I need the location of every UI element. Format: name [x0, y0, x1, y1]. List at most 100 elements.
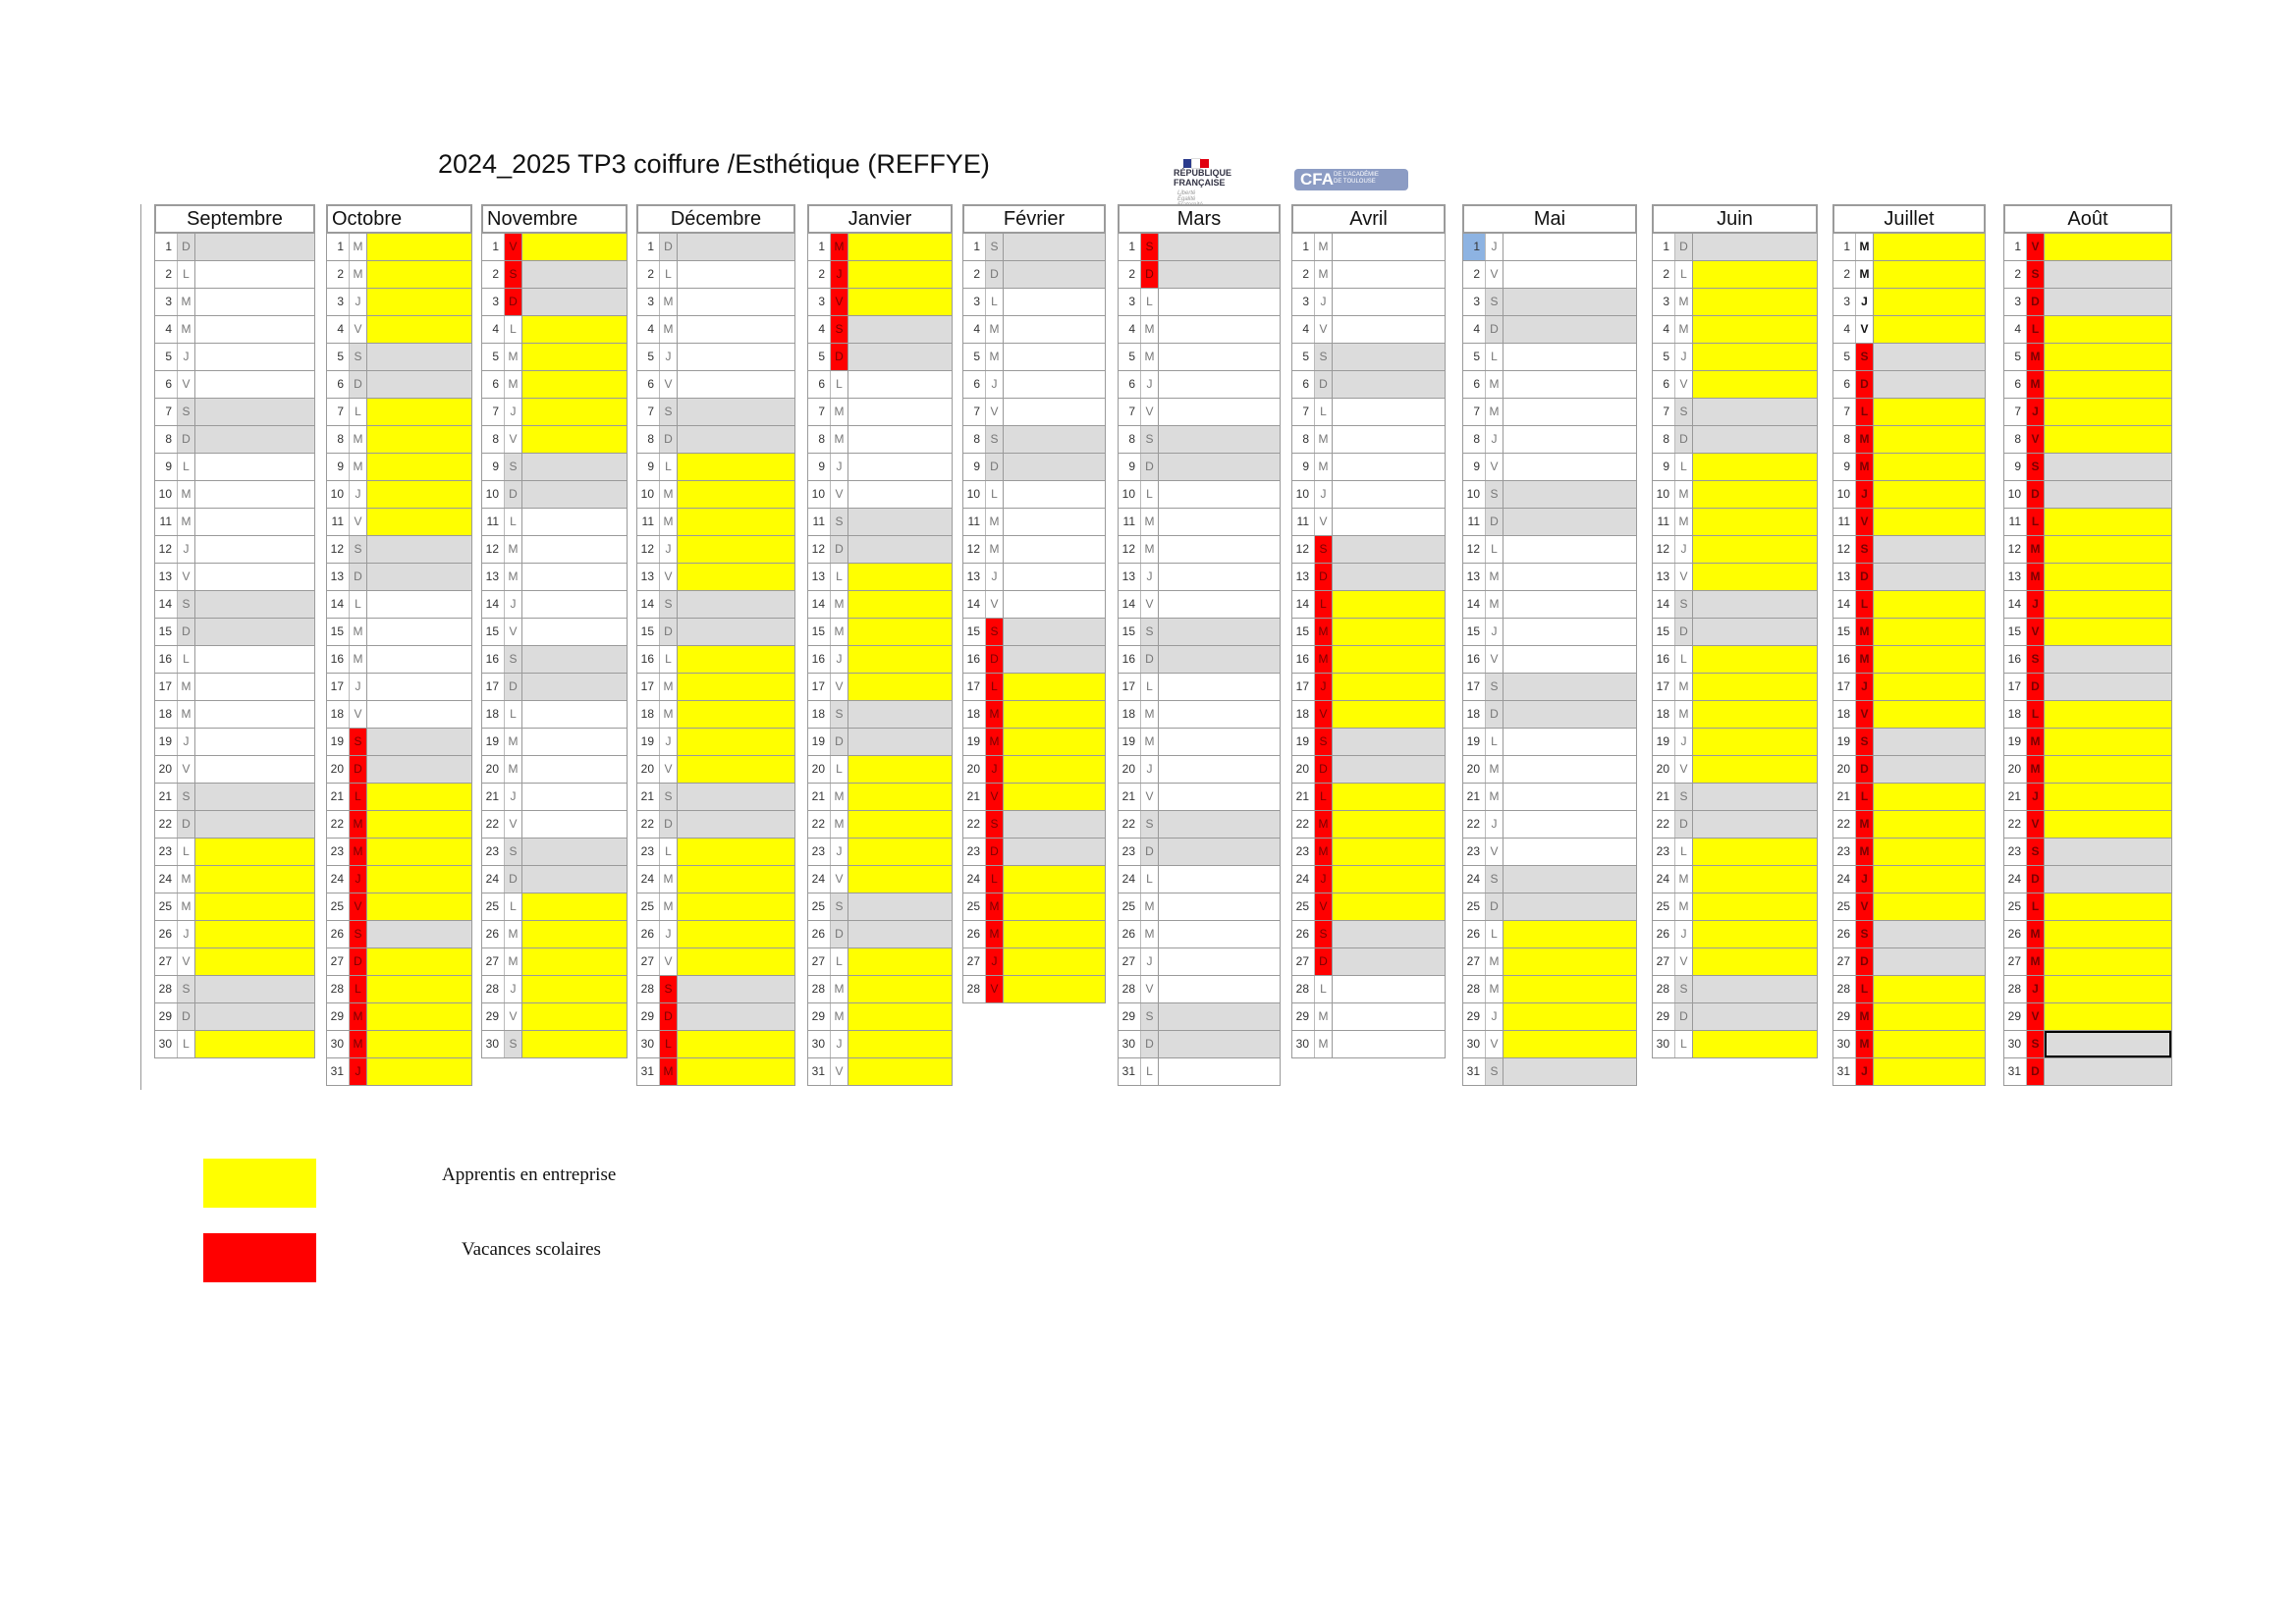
day-row: 21 S — [154, 784, 315, 811]
day-row: 20 V — [1652, 756, 1818, 784]
day-cell — [1333, 316, 1445, 343]
day-number: 20 — [327, 756, 350, 783]
month-header: Novembre — [481, 204, 628, 234]
weekday-letter: M — [831, 619, 848, 645]
weekend-cell — [522, 839, 627, 865]
day-number: 29 — [155, 1003, 178, 1030]
weekday-letter: D — [178, 1003, 195, 1030]
day-number: 2 — [1463, 261, 1486, 288]
weekday-letter: M — [1675, 674, 1693, 700]
weekday-letter: M — [505, 536, 522, 563]
day-number: 13 — [482, 564, 505, 590]
month-janvier: Janvier 1 M 2 J 3 V 4 S 5 D 6 L 7 M 8 M 9 J 10 V 11 S 12 D 13 L 14 M… — [807, 204, 953, 1086]
day-row: 22 M — [1291, 811, 1446, 839]
day-row: 22 M — [1832, 811, 1986, 839]
weekday-letter: V — [505, 426, 522, 453]
day-row: 20 D — [326, 756, 472, 784]
weekday-letter: L — [178, 646, 195, 673]
day-number: 16 — [1292, 646, 1315, 673]
day-cell — [1004, 509, 1105, 535]
weekday-letter: J — [660, 536, 678, 563]
day-row: 15 M — [1832, 619, 1986, 646]
day-cell — [1159, 289, 1280, 315]
weekday-letter: S — [1141, 811, 1159, 838]
apprentis-cell — [2045, 234, 2171, 260]
day-number: 23 — [1833, 839, 1856, 865]
day-cell — [1503, 261, 1636, 288]
apprentis-cell — [367, 426, 471, 453]
french-flag-icon — [1183, 155, 1209, 169]
day-number: 26 — [963, 921, 986, 947]
apprentis-cell — [1693, 536, 1817, 563]
day-row: 16 L — [636, 646, 795, 674]
apprentis-cell — [1874, 234, 1985, 260]
day-row: 29 D — [154, 1003, 315, 1031]
day-row: 23 S — [2003, 839, 2172, 866]
day-number: 4 — [155, 316, 178, 343]
day-cell — [1159, 344, 1280, 370]
apprentis-cell — [1874, 839, 1985, 865]
weekday-letter: M — [2027, 756, 2045, 783]
day-cell — [522, 811, 627, 838]
day-number: 9 — [2004, 454, 2027, 480]
day-number: 14 — [327, 591, 350, 618]
month-octobre: Octobre 1 M 2 M 3 J 4 V 5 S 6 D 7 L 8 M 9 M 10 J 11 V 12 S 13 D 14 L… — [326, 204, 472, 1086]
day-cell — [1159, 948, 1280, 975]
day-number: 25 — [1463, 893, 1486, 920]
day-number: 15 — [482, 619, 505, 645]
day-number: 6 — [1653, 371, 1675, 398]
day-row: 17 D — [2003, 674, 2172, 701]
apprentis-cell — [522, 1003, 627, 1030]
weekday-letter: J — [1486, 811, 1503, 838]
weekday-letter: V — [660, 948, 678, 975]
day-row: 11 M — [1652, 509, 1818, 536]
weekday-letter: M — [1856, 454, 1874, 480]
weekday-letter: M — [505, 729, 522, 755]
day-row: 11 M — [154, 509, 315, 536]
day-row: 28 M — [1462, 976, 1637, 1003]
weekday-letter: M — [1856, 261, 1874, 288]
day-row: 15 J — [1462, 619, 1637, 646]
weekday-letter: J — [986, 948, 1004, 975]
weekend-cell — [1693, 811, 1817, 838]
day-row: 16 D — [1118, 646, 1281, 674]
weekend-cell — [848, 921, 952, 947]
day-number: 21 — [963, 784, 986, 810]
weekday-letter: J — [350, 481, 367, 508]
day-cell — [1159, 784, 1280, 810]
weekday-letter: J — [1675, 536, 1693, 563]
weekend-cell — [367, 756, 471, 783]
day-number: 21 — [327, 784, 350, 810]
day-row: 21 M — [807, 784, 953, 811]
weekday-letter: S — [505, 454, 522, 480]
day-number: 27 — [1292, 948, 1315, 975]
day-row: 10 L — [1118, 481, 1281, 509]
weekend-cell — [678, 234, 794, 260]
apprentis-cell — [1693, 948, 1817, 975]
cfa-logo-subtext: DE L'ACADÉMIE DE TOULOUSE — [1334, 172, 1379, 185]
day-row: 23 J — [807, 839, 953, 866]
day-number: 2 — [1119, 261, 1141, 288]
weekday-letter: D — [1315, 564, 1333, 590]
day-number: 11 — [482, 509, 505, 535]
day-number: 13 — [1292, 564, 1315, 590]
weekend-cell — [1503, 481, 1636, 508]
weekday-letter: M — [1315, 1003, 1333, 1030]
weekend-cell — [678, 784, 794, 810]
day-row: 24 J — [1832, 866, 1986, 893]
day-cell — [1503, 344, 1636, 370]
day-number: 28 — [1833, 976, 1856, 1002]
day-row: 27 V — [636, 948, 795, 976]
day-number: 29 — [637, 1003, 660, 1030]
weekday-letter: M — [660, 289, 678, 315]
weekday-letter: V — [178, 948, 195, 975]
weekend-cell — [1004, 261, 1105, 288]
day-number: 15 — [1463, 619, 1486, 645]
apprentis-cell — [678, 564, 794, 590]
weekday-letter: D — [1856, 564, 1874, 590]
